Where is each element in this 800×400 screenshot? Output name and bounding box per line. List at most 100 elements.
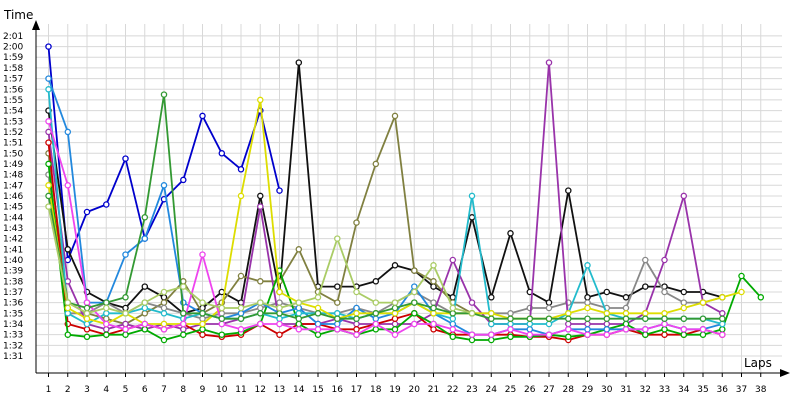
data-point	[122, 331, 129, 338]
data-point	[180, 326, 187, 333]
y-tick-label: 2:00	[3, 43, 23, 53]
data-point	[295, 59, 303, 66]
data-point	[468, 299, 476, 306]
data-point	[642, 310, 649, 317]
data-point	[199, 315, 206, 322]
data-point	[353, 219, 360, 226]
data-point	[160, 91, 168, 98]
data-point	[160, 299, 168, 306]
data-point	[565, 310, 572, 317]
data-point	[160, 304, 168, 312]
series-2	[45, 59, 726, 317]
data-point	[545, 59, 553, 66]
data-point	[199, 251, 206, 258]
data-point	[719, 326, 726, 333]
y-tick-label: 1:38	[3, 277, 23, 287]
data-point	[237, 310, 245, 317]
data-point	[237, 166, 245, 173]
data-point	[45, 203, 52, 210]
x-tick-label: 30	[601, 385, 613, 395]
data-point	[488, 331, 495, 338]
y-tick-label: 1:37	[3, 288, 23, 298]
data-point	[314, 326, 322, 333]
data-point	[103, 331, 110, 338]
data-point	[295, 320, 303, 328]
y-tick-label: 2:01	[3, 32, 23, 42]
x-tick-label: 27	[543, 385, 554, 395]
data-point	[353, 288, 360, 296]
x-tick-label: 28	[563, 385, 575, 395]
y-tick-label: 1:34	[3, 320, 23, 330]
y-tick-label: 1:45	[3, 203, 23, 213]
data-point	[391, 262, 399, 269]
data-point	[584, 320, 591, 328]
data-point	[430, 326, 437, 333]
x-axis-title: Laps	[744, 356, 772, 370]
data-point	[449, 326, 457, 333]
data-point	[64, 304, 72, 312]
y-tick-label: 1:58	[3, 64, 23, 74]
data-point	[334, 315, 341, 322]
data-point	[160, 294, 168, 301]
x-tick-label: 11	[235, 385, 246, 395]
y-tick-label: 1:44	[3, 213, 23, 223]
data-point	[334, 299, 341, 306]
data-point	[468, 192, 476, 200]
x-tick-label: 35	[697, 385, 708, 395]
data-point	[545, 320, 553, 328]
data-point	[449, 294, 457, 301]
data-point	[83, 315, 91, 322]
data-point	[257, 310, 264, 317]
data-point	[122, 326, 129, 333]
data-point	[565, 315, 572, 322]
data-point	[45, 118, 52, 125]
data-point	[565, 333, 572, 341]
data-point	[584, 331, 591, 338]
y-tick-label: 1:46	[3, 192, 23, 202]
x-tick-label: 13	[274, 385, 285, 395]
data-point	[83, 304, 91, 312]
data-point	[295, 246, 303, 253]
data-point	[603, 326, 611, 333]
data-point	[622, 320, 630, 328]
data-point	[64, 310, 72, 317]
data-point	[45, 182, 52, 189]
data-point	[276, 187, 283, 194]
x-tick-label: 18	[370, 385, 382, 395]
data-point	[83, 326, 91, 333]
data-point	[276, 320, 283, 328]
data-point	[622, 304, 630, 312]
x-tick-label: 32	[640, 385, 651, 395]
x-tick-label: 23	[466, 385, 477, 395]
y-tick-label: 1:53	[3, 117, 23, 127]
data-point	[103, 201, 110, 208]
data-point	[603, 288, 611, 296]
data-point	[372, 326, 380, 333]
data-point	[719, 294, 726, 301]
data-point	[83, 299, 91, 306]
data-point	[488, 294, 495, 301]
data-point	[295, 315, 303, 322]
data-point	[199, 320, 206, 328]
x-tick-label: 29	[582, 385, 594, 395]
data-point	[314, 310, 322, 317]
x-tick-label: 1	[46, 385, 52, 395]
x-tick-label: 9	[200, 385, 206, 395]
y-tick-label: 1:40	[3, 256, 23, 266]
series-line	[47, 163, 762, 341]
data-point	[680, 326, 688, 333]
data-point	[680, 315, 688, 322]
data-point	[276, 315, 283, 322]
data-point	[160, 288, 168, 296]
y-tick-label: 1:36	[3, 299, 23, 309]
data-point	[622, 294, 630, 301]
data-point	[180, 283, 187, 290]
data-point	[391, 299, 399, 306]
y-tick-label: 1:57	[3, 75, 23, 85]
data-point	[276, 331, 283, 338]
data-point	[430, 278, 437, 285]
data-point	[468, 336, 476, 344]
data-point	[411, 267, 418, 274]
data-point	[661, 320, 668, 328]
data-point	[661, 288, 668, 296]
